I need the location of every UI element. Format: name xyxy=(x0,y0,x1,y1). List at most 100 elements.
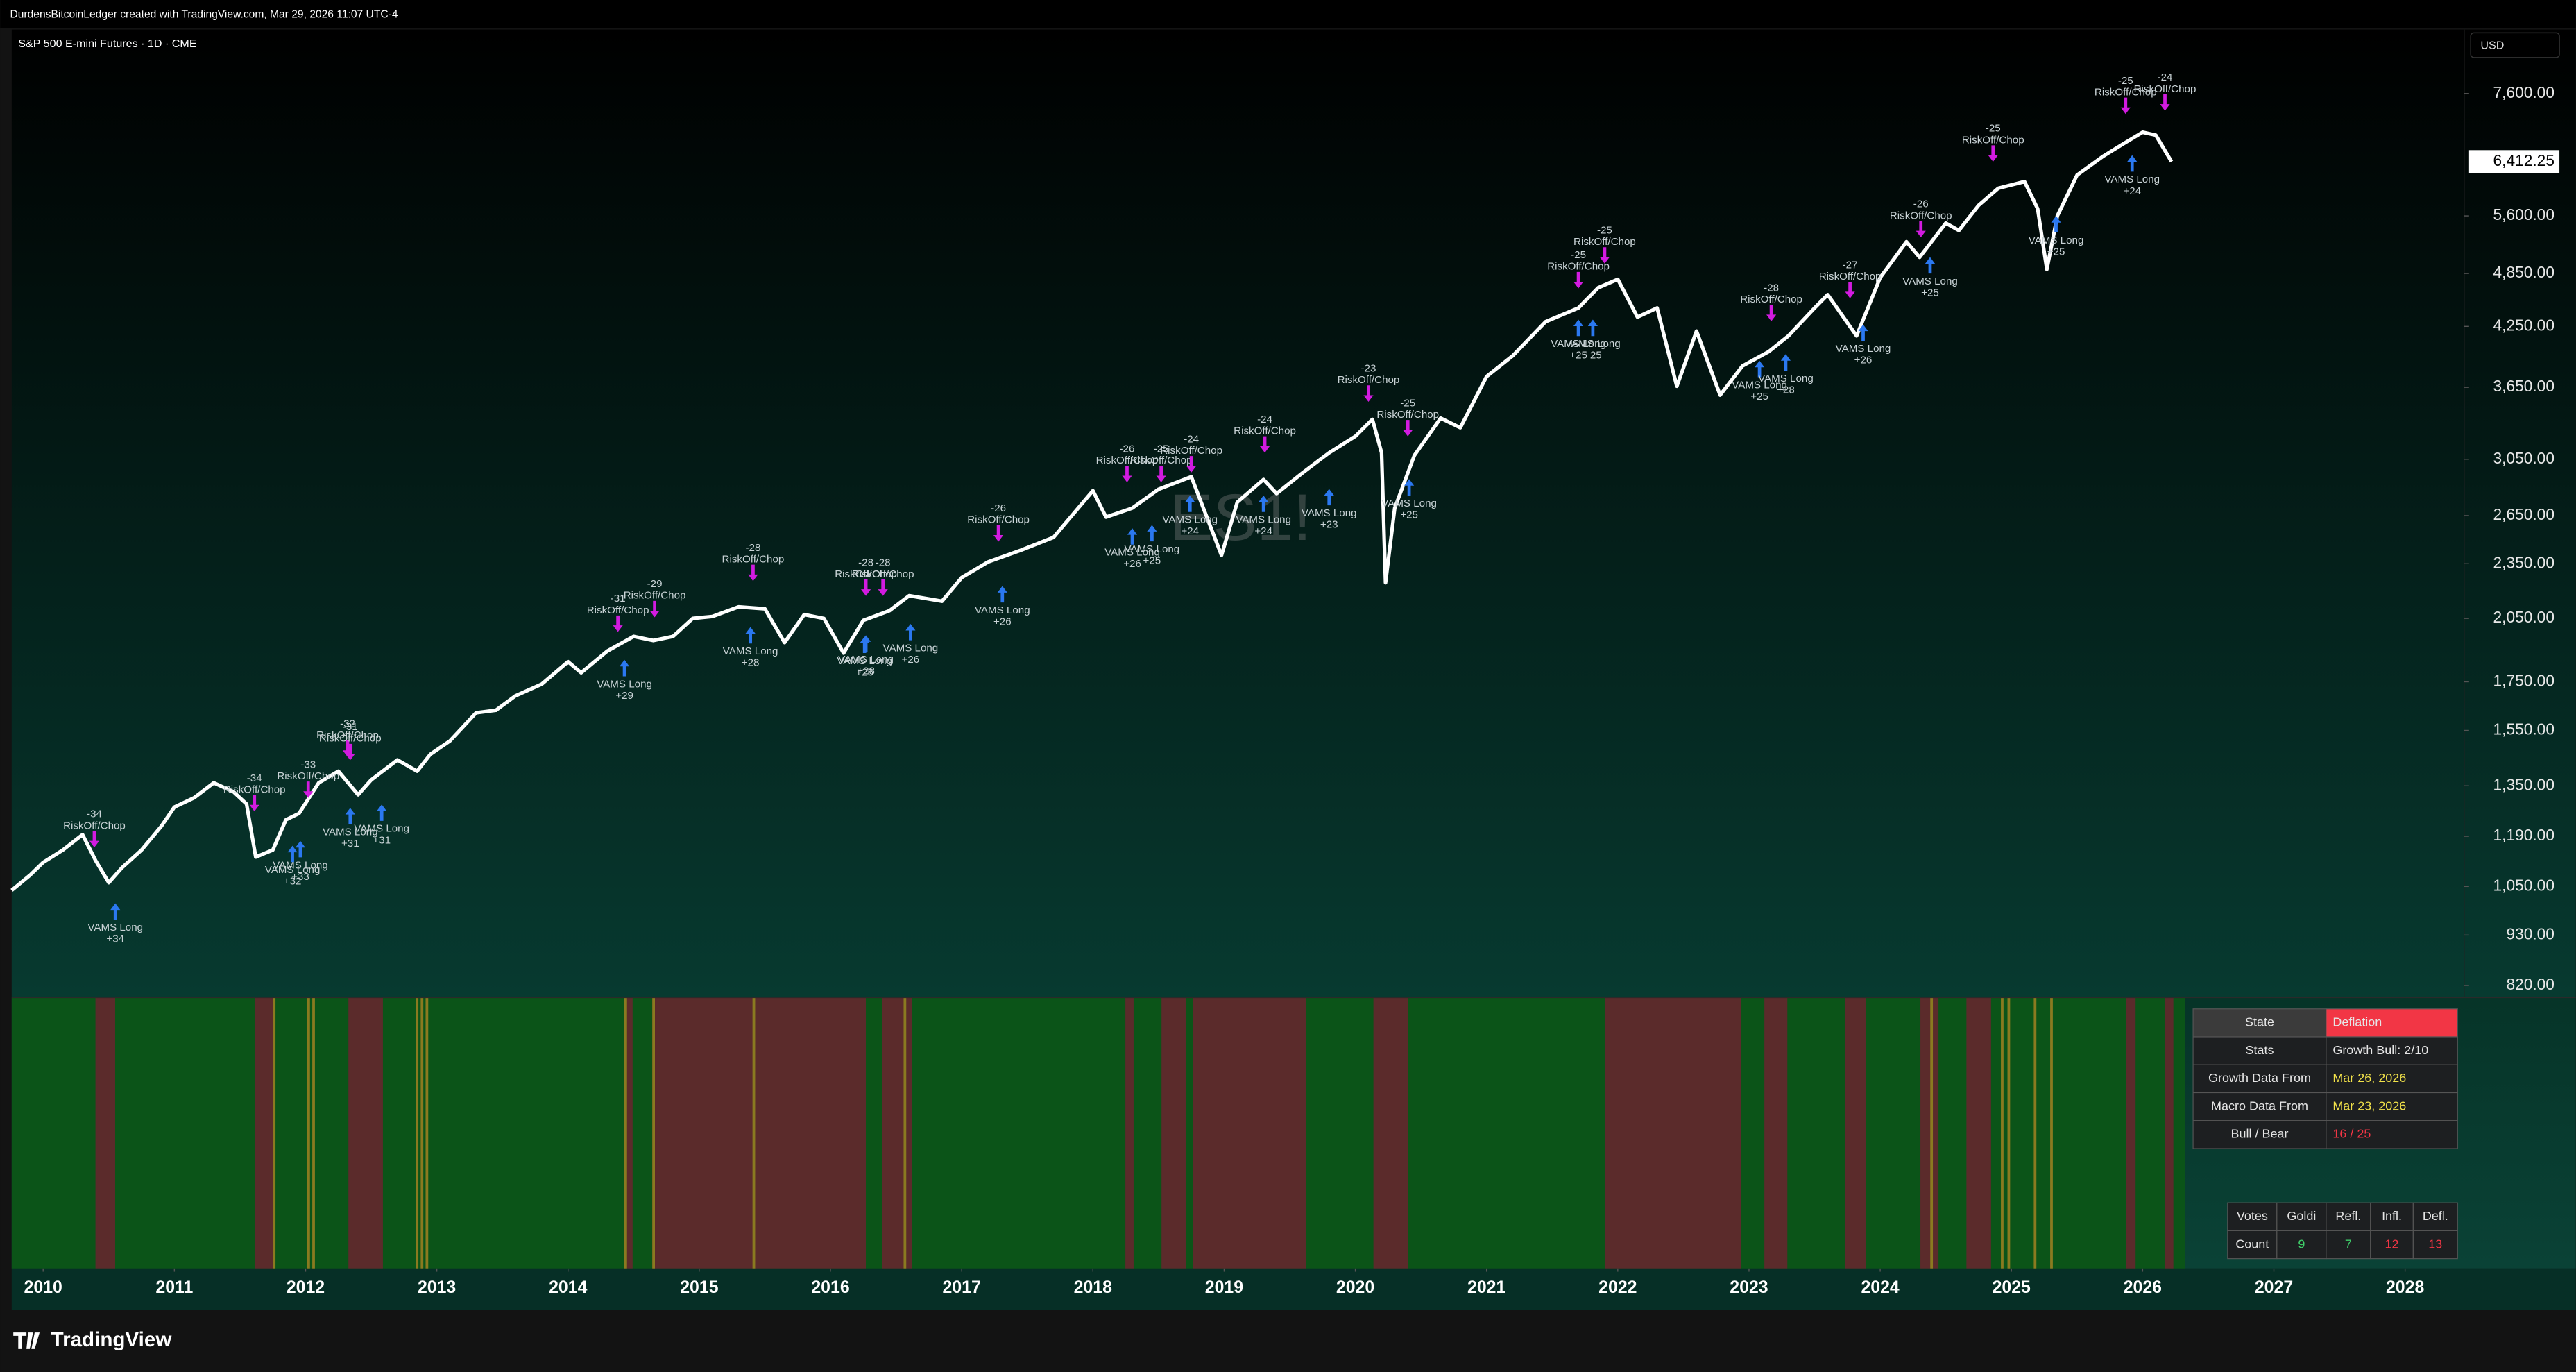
risk-score: -34 xyxy=(87,808,102,820)
long-score: +25 xyxy=(1143,555,1161,567)
band-red xyxy=(1193,997,1306,1269)
long-score: +26 xyxy=(1854,355,1873,366)
risk-label: RiskOff/Chop xyxy=(319,733,382,745)
table-text: Bull / Bear xyxy=(2230,1127,2288,1141)
long-label: VAMS Long xyxy=(1104,547,1160,559)
table-text: Macro Data From xyxy=(2211,1099,2308,1112)
risk-arrow xyxy=(1186,456,1197,473)
risk-label: RiskOff/Chop xyxy=(1890,210,1952,221)
table-text: Votes xyxy=(2237,1209,2268,1223)
price-pane xyxy=(11,29,2576,998)
long-label: VAMS Long xyxy=(1551,338,1606,350)
currency-box[interactable] xyxy=(2470,32,2560,58)
last-price-box xyxy=(2468,150,2560,173)
long-score: +26 xyxy=(855,666,873,678)
table-text: 9 xyxy=(2298,1237,2305,1251)
long-label: VAMS Long xyxy=(1902,276,1958,287)
risk-label: RiskOff/Chop xyxy=(1234,425,1296,437)
risk-score: -26 xyxy=(991,502,1006,514)
band-yellow xyxy=(2007,997,2011,1269)
table-cell xyxy=(2192,1064,2327,1094)
risk-label: RiskOff/Chop xyxy=(1160,445,1222,457)
risk-score: -25 xyxy=(1597,225,1612,237)
table-text: 7 xyxy=(2345,1237,2352,1251)
long-score: +25 xyxy=(2047,246,2065,257)
risk-score: -26 xyxy=(1913,198,1929,210)
risk-score: -34 xyxy=(247,772,262,784)
y-tick-label: 5,600.00 xyxy=(2493,205,2554,223)
x-tick-label: 2028 xyxy=(2386,1278,2424,1297)
risk-arrow xyxy=(2120,97,2131,115)
long-score: +25 xyxy=(1921,287,1939,299)
x-tick-label: 2021 xyxy=(1467,1278,1505,1297)
band-red xyxy=(652,997,867,1269)
currency: USD xyxy=(2480,40,2504,52)
long-arrow xyxy=(1780,354,1791,371)
regime-bands xyxy=(11,997,2185,1269)
x-tick-label: 2025 xyxy=(1993,1278,2031,1297)
long-label: VAMS Long xyxy=(1836,343,1891,355)
long-score: +25 xyxy=(1584,350,1602,362)
table-cell xyxy=(2326,1008,2458,1038)
long-score: +31 xyxy=(373,834,391,846)
long-arrow xyxy=(2127,155,2138,172)
long-arrow xyxy=(110,903,121,920)
table-text: Growth Bull: 2/10 xyxy=(2332,1043,2428,1057)
y-tick-label: 2,050.00 xyxy=(2493,608,2554,626)
long-score: +33 xyxy=(291,871,309,883)
long-arrow xyxy=(377,804,387,821)
band-red xyxy=(1605,997,1741,1269)
long-score: +28 xyxy=(857,665,875,677)
band-red xyxy=(255,997,273,1269)
long-score: +26 xyxy=(993,616,1012,628)
table-cell xyxy=(2192,1036,2327,1065)
long-arrow xyxy=(1259,496,1269,512)
y-tick-label: 4,250.00 xyxy=(2493,316,2554,334)
long-arrow xyxy=(1127,528,1138,545)
logo-group: TradingView xyxy=(13,1328,172,1351)
band-yellow xyxy=(624,997,627,1269)
risk-label: RiskOff/Chop xyxy=(722,554,785,566)
risk-score: -24 xyxy=(2158,71,2173,83)
risk-arrow xyxy=(613,615,623,632)
long-arrow xyxy=(1925,257,1936,274)
table-cell xyxy=(2192,1120,2327,1149)
risk-score: -28 xyxy=(858,557,873,568)
band-yellow xyxy=(2033,997,2037,1269)
y-tick-label: 3,050.00 xyxy=(2493,449,2554,467)
risk-arrow xyxy=(1845,282,1855,298)
risk-label: RiskOff/Chop xyxy=(967,514,1030,526)
band-red xyxy=(1966,997,1991,1269)
table-text: 13 xyxy=(2428,1237,2442,1251)
x-tick-label: 2010 xyxy=(24,1278,62,1297)
risk-label: RiskOff/Chop xyxy=(852,568,914,580)
table-text: Count xyxy=(2235,1237,2269,1251)
band-red xyxy=(95,997,115,1269)
risk-arrow xyxy=(303,781,314,798)
x-tick-label: 2014 xyxy=(549,1278,587,1297)
table-text: Growth Data From xyxy=(2208,1071,2311,1085)
risk-arrow xyxy=(878,579,888,596)
x-tick-label: 2012 xyxy=(287,1278,325,1297)
risk-score: -28 xyxy=(876,557,891,568)
table-text: 16 / 25 xyxy=(2332,1127,2371,1141)
risk-label: RiskOff/Chop xyxy=(624,590,686,602)
table-cell xyxy=(2412,1230,2458,1260)
long-label: VAMS Long xyxy=(323,827,378,838)
risk-label: RiskOff/Chop xyxy=(1573,236,1636,248)
band-yellow xyxy=(752,997,756,1269)
long-arrow xyxy=(345,808,355,824)
long-arrow xyxy=(619,659,630,677)
x-tick-label: 2019 xyxy=(1205,1278,1243,1297)
risk-arrow xyxy=(89,831,100,848)
x-tick-label: 2020 xyxy=(1336,1278,1374,1297)
x-tick-label: 2018 xyxy=(1074,1278,1112,1297)
band-red xyxy=(2126,997,2136,1269)
long-arrow xyxy=(1754,360,1765,378)
long-label: VAMS Long xyxy=(2029,235,2084,246)
risk-score: -28 xyxy=(1764,282,1779,294)
risk-label: RiskOff/Chop xyxy=(835,568,897,580)
risk-arrow xyxy=(993,525,1004,542)
x-tick-label: 2023 xyxy=(1730,1278,1768,1297)
